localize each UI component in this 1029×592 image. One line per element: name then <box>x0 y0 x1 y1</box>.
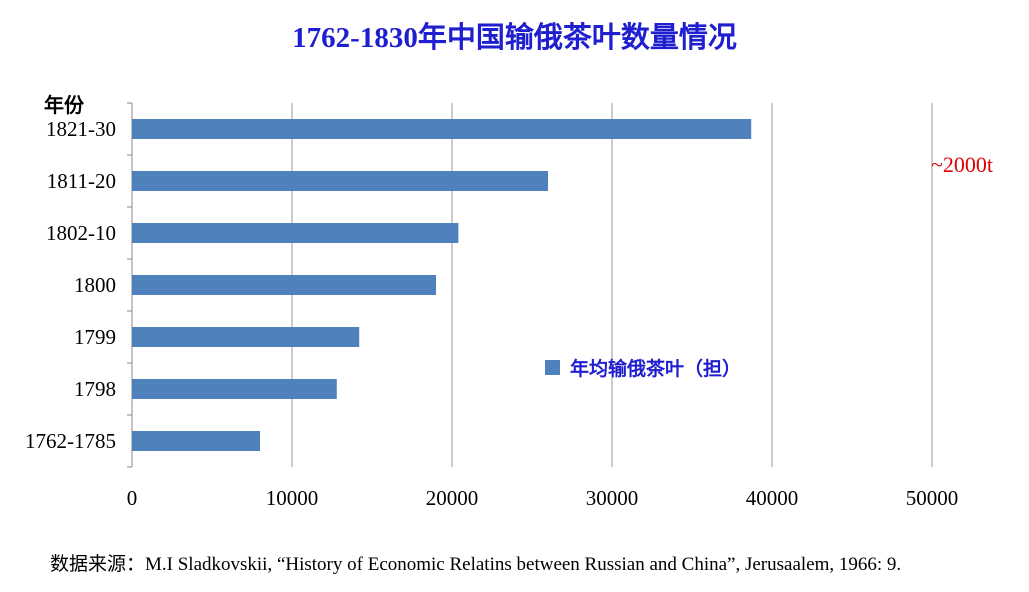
x-tick-label: 0 <box>127 486 138 510</box>
x-tick-label: 30000 <box>586 486 639 510</box>
x-tick-label: 10000 <box>266 486 319 510</box>
bar-1799 <box>132 327 360 347</box>
chart-title: 1762-1830年中国输俄茶叶数量情况 <box>292 22 737 54</box>
legend-label: 年均输俄茶叶（担） <box>570 358 742 380</box>
legend-swatch <box>545 360 560 375</box>
bar-1800 <box>132 275 436 295</box>
bar-1798 <box>132 379 337 399</box>
x-tick-label: 40000 <box>746 486 799 510</box>
y-tick-label: 1802-10 <box>46 221 116 245</box>
source-note: 数据来源：M.I Sladkovskii, “History of Econom… <box>50 554 902 575</box>
bar-1811-20 <box>132 171 548 191</box>
y-tick-label: 1762-1785 <box>25 429 116 453</box>
x-tick-label: 20000 <box>426 486 479 510</box>
bar-1802-10 <box>132 223 459 243</box>
y-tick-label: 1811-20 <box>47 169 116 193</box>
x-tick-label: 50000 <box>906 486 959 510</box>
bar-1821-30 <box>132 119 752 139</box>
y-axis-label: 年份 <box>44 93 84 117</box>
y-tick-label: 1799 <box>74 325 116 349</box>
legend: 年均输俄茶叶（担） <box>545 354 741 381</box>
y-tick-label: 1800 <box>74 273 116 297</box>
annotation-text: ~2000t <box>931 152 994 177</box>
y-tick-label: 1821-30 <box>46 117 116 141</box>
bar-1762-1785 <box>132 431 260 451</box>
y-tick-label: 1798 <box>74 377 116 401</box>
